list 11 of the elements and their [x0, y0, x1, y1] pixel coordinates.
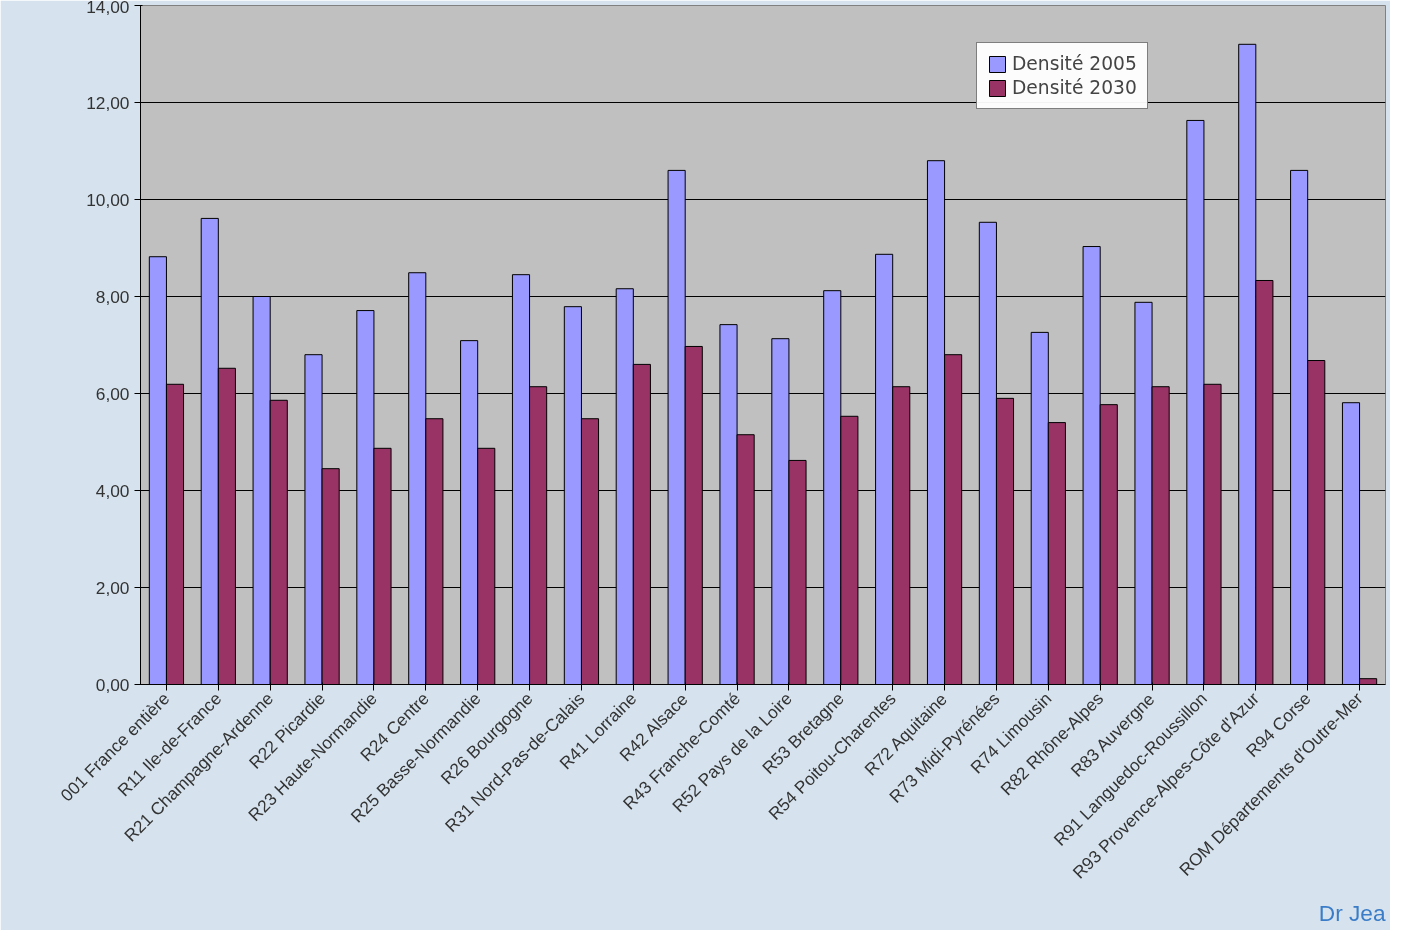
- legend-label: Densité 2005: [1012, 53, 1137, 74]
- y-tick-label: 8,00: [95, 286, 130, 307]
- y-tick-label: 0,00: [95, 674, 130, 695]
- legend-label: Densité 2030: [1012, 77, 1137, 98]
- text: Dr Jea: [1318, 899, 1386, 926]
- y-tick-label: 4,00: [95, 480, 130, 501]
- y-tick-label: 2,00: [95, 577, 130, 598]
- y-tick-label: 12,00: [86, 92, 130, 113]
- y-tick-label: 10,00: [86, 189, 130, 210]
- y-tick-label: 6,00: [95, 383, 130, 404]
- y-tick-label: 14,00: [86, 0, 130, 17]
